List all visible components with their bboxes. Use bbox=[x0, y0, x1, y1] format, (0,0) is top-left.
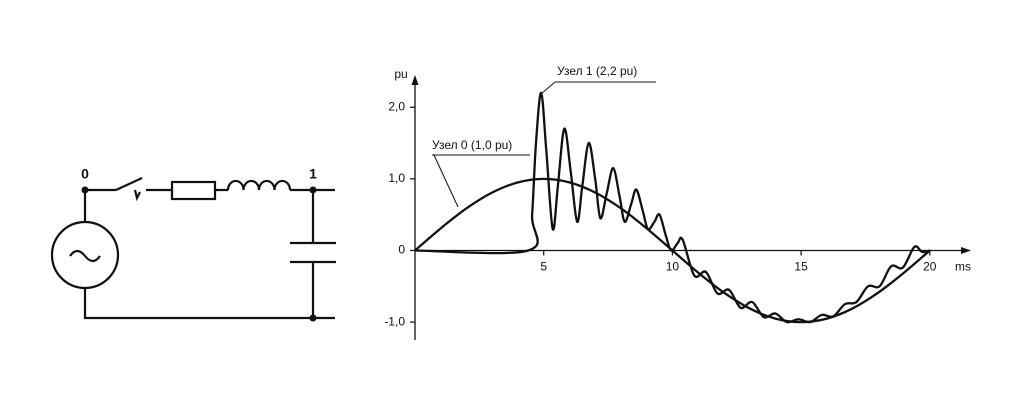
x-axis-label: ms bbox=[955, 260, 971, 274]
y-tick-label: 0 bbox=[398, 243, 405, 257]
x-axis-arrow bbox=[961, 246, 971, 254]
circuit: 0 1 bbox=[50, 166, 336, 322]
node-dot bbox=[309, 314, 317, 322]
y-axis-arrow bbox=[411, 75, 419, 85]
chart: pu ms 2,0 1,0 0 -1,0 5 10 15 20 Узел 0 (1,0 pu) Узе… bbox=[384, 64, 971, 340]
y-tick-label: 2,0 bbox=[388, 99, 405, 113]
x-tick-label: 5 bbox=[540, 260, 547, 274]
x-tick-label: 10 bbox=[666, 260, 680, 274]
node-label: 1 bbox=[309, 166, 317, 182]
annotation-leader bbox=[540, 81, 656, 95]
annotation: Узел 1 (2,2 pu) bbox=[557, 64, 637, 78]
y-tick-label: 1,0 bbox=[388, 171, 405, 185]
x-tick-label: 15 bbox=[794, 260, 808, 274]
inductor bbox=[226, 179, 292, 191]
annotation-leader bbox=[432, 154, 530, 208]
series-line bbox=[414, 91, 931, 324]
switch bbox=[115, 177, 143, 191]
annotation: Узел 0 (1,0 pu) bbox=[432, 138, 512, 152]
x-tick-label: 20 bbox=[923, 260, 937, 274]
node-dot bbox=[309, 186, 317, 194]
node-label: 0 bbox=[81, 166, 89, 182]
y-axis-label: pu bbox=[394, 67, 407, 81]
wires bbox=[83, 188, 335, 320]
source-symbol bbox=[69, 249, 101, 263]
y-tick-label: -1,0 bbox=[384, 314, 405, 328]
resistor bbox=[170, 180, 217, 201]
capacitor bbox=[290, 241, 336, 264]
node-dot bbox=[81, 186, 89, 194]
switch-arrow bbox=[133, 189, 141, 202]
